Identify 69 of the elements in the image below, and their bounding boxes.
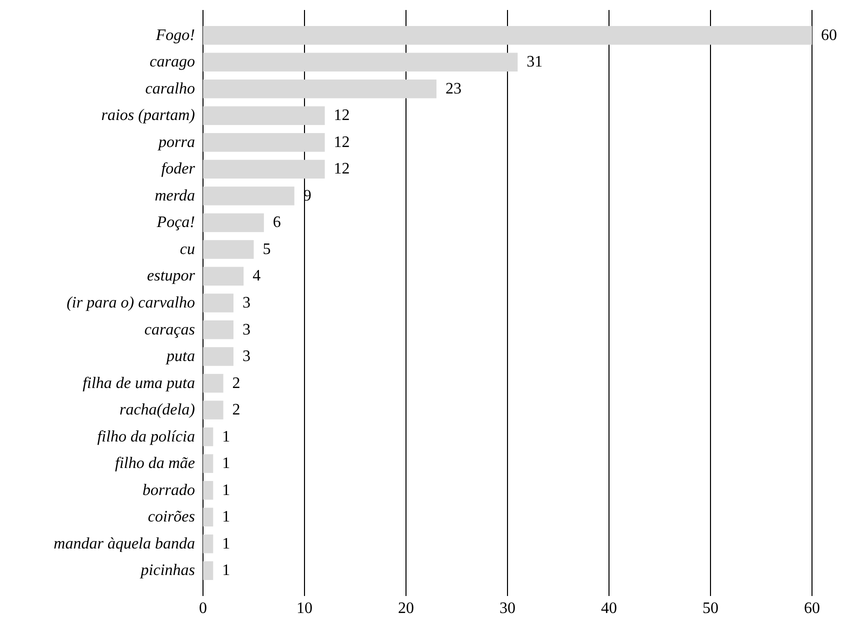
bar [203, 133, 325, 152]
y-tick-label: (ir para o) carvalho [66, 294, 195, 312]
y-tick-label: cu [180, 240, 195, 258]
x-tick-label: 0 [199, 600, 207, 617]
bar [203, 320, 234, 340]
data-label: 23 [445, 80, 462, 98]
bar [203, 294, 234, 312]
bar [203, 52, 518, 72]
data-label: 60 [821, 26, 837, 44]
bar [203, 106, 325, 126]
y-tick-label: filha de uma puta [82, 374, 195, 392]
bar [203, 266, 244, 286]
bar [203, 26, 812, 45]
y-tick-label: porra [158, 134, 195, 151]
data-label: 1 [222, 562, 230, 580]
y-tick-label: picinhas [140, 562, 195, 580]
bar [203, 80, 436, 98]
y-tick-label: mandar àquela banda [54, 535, 195, 552]
data-label: 1 [222, 482, 230, 499]
y-tick-label: racha(dela) [119, 402, 195, 419]
y-tick-label: caralho [145, 80, 195, 98]
x-tick-label: 50 [702, 600, 718, 617]
data-label: 2 [232, 402, 240, 419]
data-label: 2 [232, 374, 240, 392]
data-label: 12 [334, 107, 350, 124]
x-tick-label: 60 [804, 600, 820, 617]
bar [203, 508, 214, 526]
x-tick-label: 30 [500, 600, 516, 617]
y-tick-label: Poça! [156, 214, 195, 232]
data-label: 3 [242, 294, 250, 312]
bar [203, 454, 214, 473]
bar [203, 400, 224, 420]
data-label: 1 [222, 508, 230, 526]
bar [203, 427, 214, 446]
x-tick-label: 20 [398, 600, 414, 617]
data-label: 1 [222, 535, 230, 552]
bar [203, 374, 224, 393]
y-tick-label: caraças [144, 321, 195, 338]
y-tick-label: coirões [148, 508, 195, 526]
data-label: 3 [242, 321, 250, 338]
data-label: 6 [272, 214, 281, 232]
bar [203, 480, 214, 500]
y-tick-label: filho da polícia [97, 428, 195, 446]
bar [203, 213, 264, 232]
data-label: 1 [222, 428, 230, 446]
y-tick-label: puta [166, 348, 195, 366]
data-label: 12 [334, 134, 350, 151]
data-label: 12 [334, 160, 350, 178]
data-label: 31 [526, 54, 543, 71]
bar [203, 240, 254, 259]
bar [203, 160, 325, 179]
y-tick-label: filho da mãe [115, 455, 195, 472]
y-tick-label: foder [161, 160, 196, 178]
bar [203, 347, 234, 366]
data-label: 1 [222, 455, 230, 472]
y-tick-label: carago [150, 54, 195, 71]
y-tick-label: borrado [142, 482, 195, 499]
y-tick-label: merda [154, 187, 195, 204]
data-label: 5 [262, 240, 271, 258]
bar [203, 534, 214, 554]
data-label: 4 [252, 268, 261, 285]
x-tick-label: 10 [296, 600, 312, 617]
y-tick-label: estupor [147, 268, 196, 285]
bar [203, 186, 294, 206]
bar [203, 561, 214, 580]
y-tick-label: Fogo! [154, 26, 195, 44]
y-tick-label: raios (partam) [101, 107, 195, 124]
x-tick-label: 40 [601, 600, 617, 617]
data-label: 3 [242, 348, 250, 366]
